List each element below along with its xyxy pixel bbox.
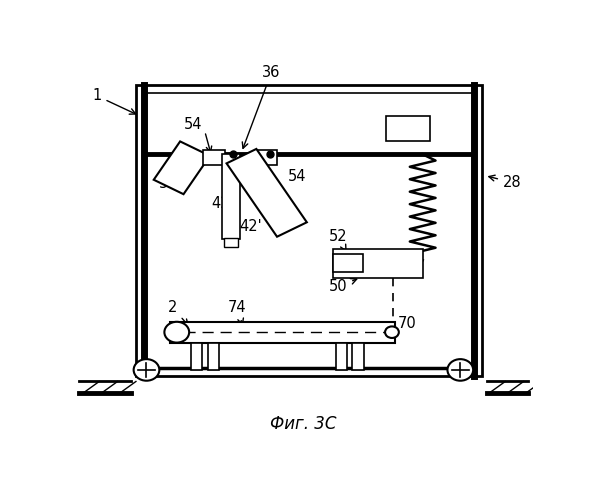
Bar <box>145 92 473 368</box>
Text: 52: 52 <box>329 229 348 250</box>
Bar <box>333 248 423 278</box>
Text: 1: 1 <box>92 88 136 114</box>
Bar <box>170 322 395 343</box>
Text: 28: 28 <box>489 175 522 190</box>
Bar <box>204 150 226 165</box>
Bar <box>386 116 430 141</box>
Text: 50: 50 <box>329 278 357 294</box>
Text: 42': 42' <box>239 220 262 234</box>
Circle shape <box>134 359 159 380</box>
Text: 36: 36 <box>242 66 281 148</box>
Text: 54: 54 <box>184 118 202 132</box>
Bar <box>333 254 363 272</box>
Text: 70: 70 <box>397 316 416 330</box>
Circle shape <box>385 326 399 338</box>
Text: Фиг. 3C: Фиг. 3C <box>270 415 337 433</box>
Bar <box>191 343 202 370</box>
Bar <box>224 238 238 248</box>
Bar <box>222 154 240 239</box>
Bar <box>336 343 347 370</box>
Text: 74: 74 <box>228 300 246 324</box>
Text: 54: 54 <box>287 170 306 184</box>
Bar <box>136 85 482 376</box>
Text: 2: 2 <box>168 300 188 326</box>
Polygon shape <box>154 142 210 194</box>
Circle shape <box>448 359 473 380</box>
Text: 42: 42 <box>212 190 230 211</box>
Bar <box>352 343 364 370</box>
Bar <box>255 150 277 165</box>
Polygon shape <box>227 149 307 236</box>
Text: 56: 56 <box>159 176 178 191</box>
Bar <box>208 343 220 370</box>
Circle shape <box>165 322 189 342</box>
